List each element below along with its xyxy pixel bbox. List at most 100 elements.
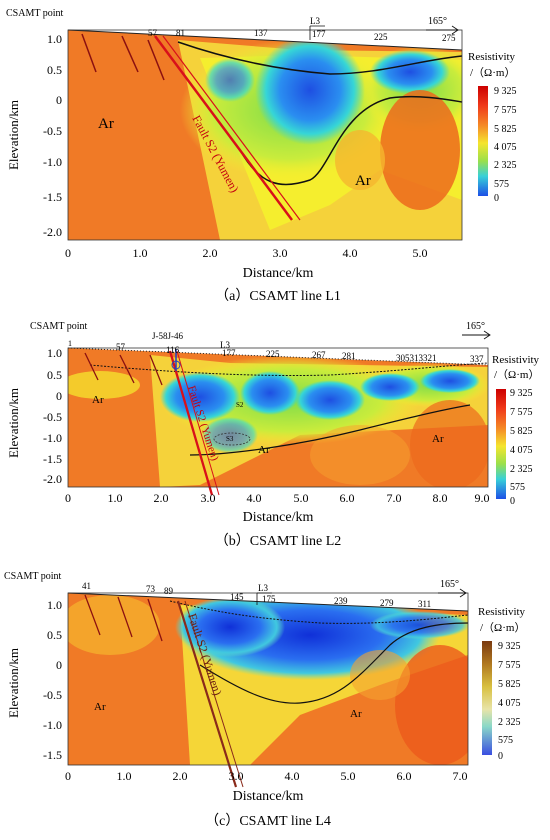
well-marker-circle	[171, 360, 181, 370]
main-fault-line-secondary	[184, 600, 244, 788]
svg-text:9 325: 9 325	[494, 86, 517, 97]
svg-text:2.0: 2.0	[154, 491, 169, 505]
x-axis-ticks-c: 0 1.0 2.0 3.0 4.0 5.0 6.0 7.0	[65, 769, 468, 783]
contour-line-upper	[89, 362, 489, 377]
x-axis-title: Distance/km	[233, 789, 304, 804]
svg-text:0.5: 0.5	[47, 368, 62, 382]
svg-text:5.0: 5.0	[294, 491, 309, 505]
svg-text:8.0: 8.0	[433, 491, 448, 505]
csamt-point-label: CSAMT point	[4, 571, 62, 582]
main-fault-line-secondary	[176, 350, 220, 496]
rock-unit-label: Ar	[258, 444, 270, 456]
y-axis-ticks-a: 1.0 0.5 0 -0.5 -1.0 -1.5 -2.0	[43, 32, 62, 239]
legend-colorbar	[482, 641, 492, 755]
svg-text:9 325: 9 325	[498, 641, 521, 652]
contour-line-lower	[189, 404, 471, 456]
svg-text:0: 0	[65, 769, 71, 783]
legend-values-a: 9 325 7 575 5 825 4 075 2 325 575 0	[494, 86, 517, 204]
svg-text:5 825: 5 825	[510, 426, 533, 437]
svg-text:-0.5: -0.5	[43, 124, 62, 138]
minor-fault-line	[119, 354, 135, 384]
stratum-label: S2	[236, 401, 244, 409]
svg-text:-1.5: -1.5	[43, 190, 62, 204]
svg-text:7 575: 7 575	[498, 660, 521, 671]
panel-caption: （a）CSAMT line L1	[215, 288, 341, 304]
svg-text:0.5: 0.5	[47, 628, 62, 642]
svg-text:7.0: 7.0	[453, 769, 468, 783]
panel-caption: （b）CSAMT line L2	[215, 533, 342, 549]
svg-text:2 325: 2 325	[498, 717, 521, 728]
x-axis-ticks-b: 0 1.0 2.0 3.0 4.0 5.0 6.0 7.0 8.0 9.0	[65, 491, 490, 505]
section-c-resistivity	[68, 593, 468, 765]
legend-title: Resistivity	[468, 51, 516, 63]
svg-text:2 325: 2 325	[510, 464, 533, 475]
panel-c-figure: CSAMT point 41 73 89 145 175 239 279 311…	[4, 571, 526, 829]
svg-text:3.0: 3.0	[229, 769, 244, 783]
main-fault-line	[153, 35, 294, 221]
csamt-point-number: 175	[262, 594, 276, 604]
csamt-point-number: 275	[442, 33, 456, 43]
svg-text:4 075: 4 075	[510, 445, 533, 456]
contour-line-upper	[177, 41, 463, 75]
svg-text:4 075: 4 075	[498, 698, 521, 709]
svg-text:3.0: 3.0	[201, 491, 216, 505]
csamt-point-number: 89	[164, 586, 174, 596]
line-marker-label: L3	[310, 16, 320, 26]
svg-text:1.0: 1.0	[47, 32, 62, 46]
svg-text:0: 0	[494, 193, 499, 204]
panel-c: CSAMT point 41 73 89 145 175 239 279 311…	[0, 565, 550, 835]
csamt-point-number: 177	[222, 348, 236, 358]
minor-fault-line	[81, 33, 97, 73]
rock-unit-label: Ar	[94, 701, 106, 713]
svg-text:0: 0	[56, 93, 62, 107]
azimuth-label: 165°	[440, 579, 459, 590]
main-fault-line	[168, 350, 214, 496]
rock-unit-label: Ar	[98, 116, 114, 132]
csamt-point-number: 1	[68, 339, 72, 348]
y-axis-title: Elevation/km	[6, 388, 21, 458]
svg-text:5.0: 5.0	[341, 769, 356, 783]
svg-text:0: 0	[65, 491, 71, 505]
contour-closed	[213, 432, 251, 446]
x-axis-title: Distance/km	[243, 510, 314, 525]
svg-text:-1.0: -1.0	[43, 718, 62, 732]
csamt-point-number: 267	[312, 350, 326, 360]
minor-fault-line	[147, 598, 163, 642]
csamt-point-label: CSAMT point	[6, 8, 64, 19]
panel-caption: （c）CSAMT line L4	[205, 813, 331, 829]
csamt-point-number: 225	[266, 349, 280, 359]
x-axis-title: Distance/km	[243, 266, 314, 281]
y-axis-ticks-c: 1.0 0.5 0 -0.5 -1.0 -1.5	[43, 598, 62, 762]
svg-text:-1.5: -1.5	[43, 748, 62, 762]
y-axis-title: Elevation/km	[6, 648, 21, 718]
svg-text:5 825: 5 825	[498, 679, 521, 690]
svg-text:7 575: 7 575	[510, 407, 533, 418]
svg-text:0: 0	[56, 389, 62, 403]
x-axis-ticks-a: 0 1.0 2.0 3.0 4.0 5.0	[65, 246, 428, 260]
svg-text:-2.0: -2.0	[43, 472, 62, 486]
y-axis-title: Elevation/km	[6, 100, 21, 170]
minor-fault-line	[84, 352, 99, 381]
minor-fault-line	[84, 594, 101, 636]
svg-text:1.0: 1.0	[108, 491, 123, 505]
line-marker-tick	[256, 592, 272, 605]
surface-line	[67, 29, 463, 51]
svg-text:9 325: 9 325	[510, 388, 533, 399]
well-label: J-58J-46	[152, 331, 183, 341]
csamt-point-number: 279	[380, 598, 394, 608]
legend-title: Resistivity	[492, 354, 540, 366]
rock-unit-label: Ar	[432, 433, 444, 445]
svg-text:2.0: 2.0	[173, 769, 188, 783]
main-fault-line	[176, 600, 238, 788]
rock-unit-label: Ar	[92, 394, 104, 406]
rock-unit-label: Ar	[350, 708, 362, 720]
svg-text:2 325: 2 325	[494, 160, 517, 171]
section-a-resistivity	[68, 30, 462, 240]
rock-unit-label: Ar	[355, 173, 371, 189]
csamt-point-number: 225	[374, 32, 388, 42]
svg-text:0.5: 0.5	[47, 63, 62, 77]
svg-text:-1.5: -1.5	[43, 452, 62, 466]
minor-fault-line	[117, 596, 133, 638]
azimuth-arrow-icon	[426, 25, 459, 35]
csamt-point-number: 41	[82, 581, 91, 591]
